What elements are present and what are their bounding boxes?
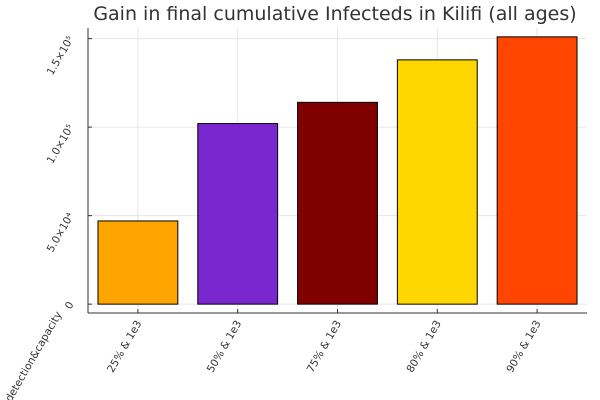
- x-tick-label: 80% & 1e3: [404, 319, 443, 375]
- bar: [297, 101, 378, 305]
- chart-title: Gain in final cumulative Infecteds in Ki…: [93, 3, 576, 25]
- y-tick-label: 0: [63, 300, 77, 312]
- bar: [197, 123, 279, 305]
- bar: [496, 36, 578, 305]
- x-axis-label: detection&capacity: [3, 310, 64, 400]
- bar: [396, 59, 478, 305]
- bar-series: [97, 36, 578, 305]
- x-tick-label: 75% & 1e3: [305, 319, 344, 375]
- y-tick-labels: 0 5.0×10⁴ 1.0×10⁵ 1.5×10⁵: [45, 34, 92, 311]
- x-tick-label: 25% & 1e3: [105, 319, 144, 375]
- bar: [97, 220, 179, 305]
- x-tick-labels: 25% & 1e3 50% & 1e3 75% & 1e3 80% & 1e3 90% …: [105, 309, 544, 375]
- y-tick-label: 1.5×10⁵: [45, 34, 77, 77]
- x-tick-label: 90% & 1e3: [504, 319, 543, 375]
- x-tick-label: 50% & 1e3: [205, 319, 244, 375]
- y-tick-label: 5.0×10⁴: [45, 211, 77, 254]
- y-tick-label: 1.0×10⁵: [45, 123, 77, 166]
